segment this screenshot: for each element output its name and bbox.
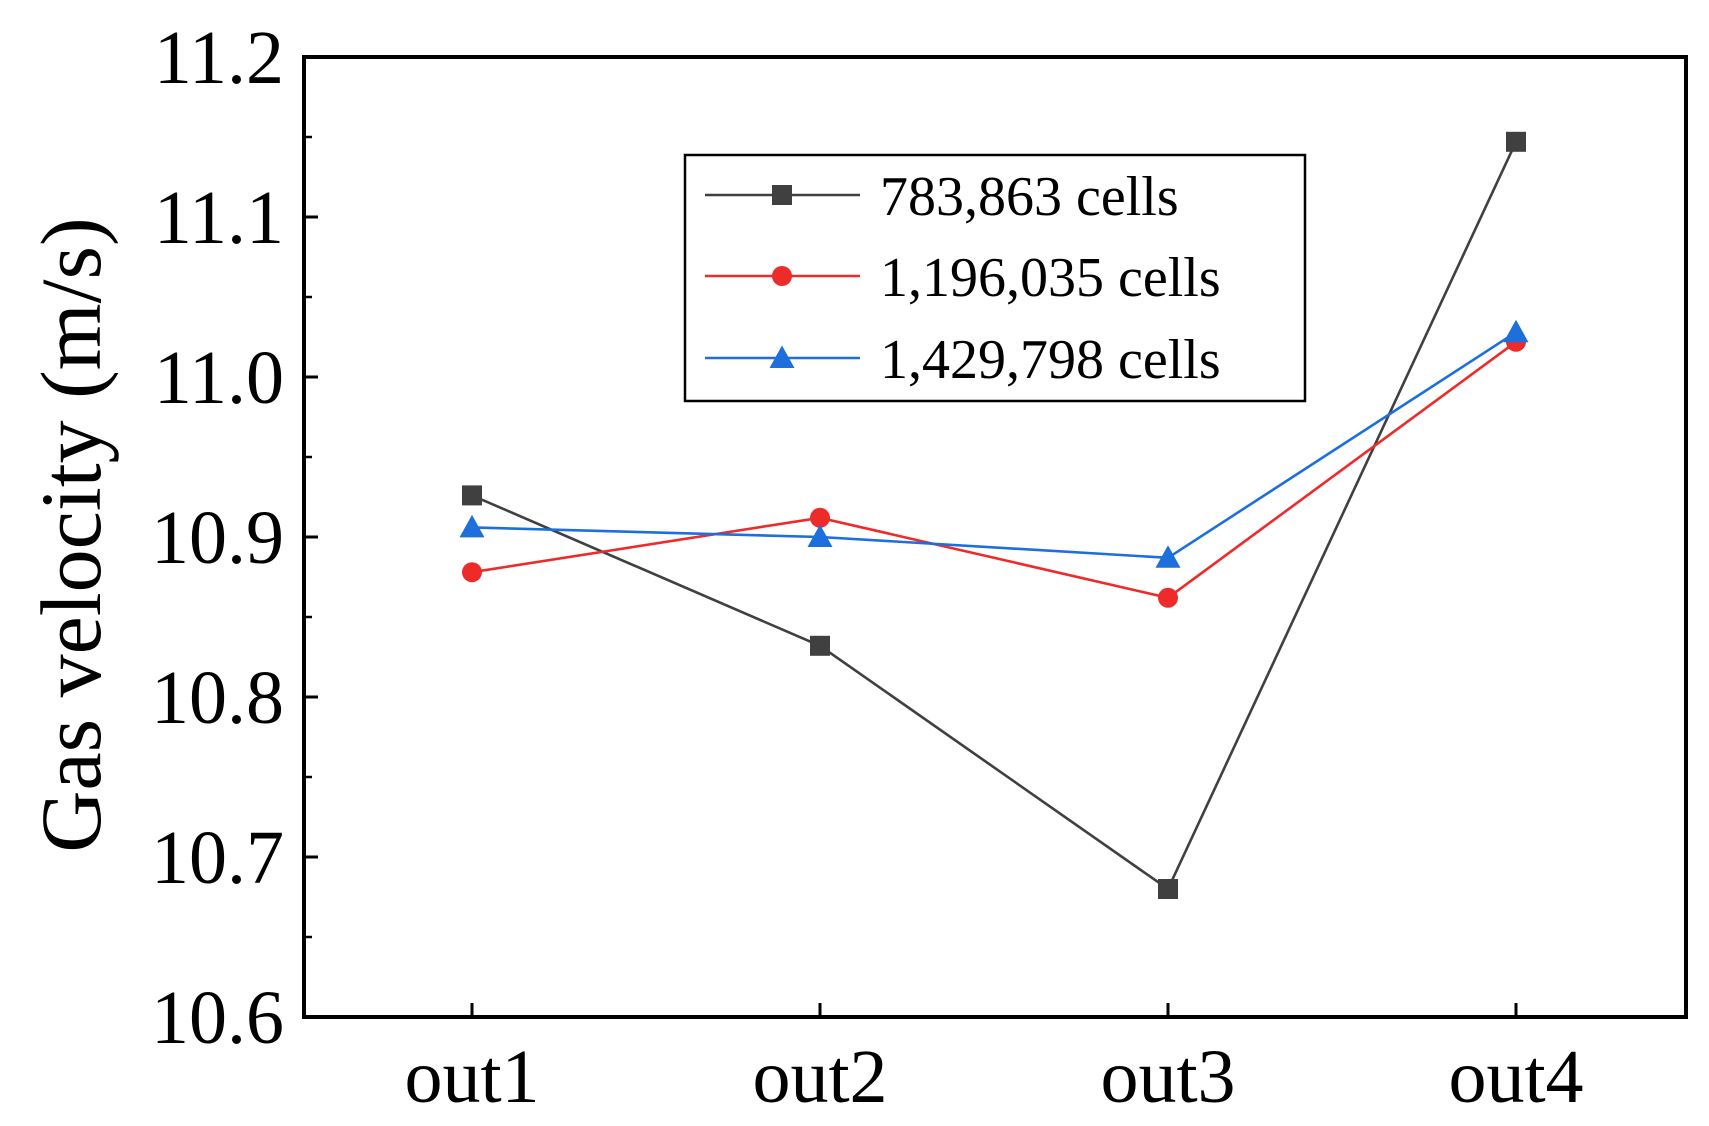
legend-marker xyxy=(772,185,792,205)
legend-marker xyxy=(772,266,792,286)
x-tick-label: out4 xyxy=(1448,1035,1583,1119)
data-point xyxy=(1158,879,1178,899)
y-axis-title: Gas velocity (m/s) xyxy=(23,217,119,852)
y-tick-label: 10.7 xyxy=(151,816,284,900)
x-tick-label: out3 xyxy=(1100,1035,1235,1119)
data-point xyxy=(1155,545,1181,568)
y-tick-label: 10.9 xyxy=(151,496,284,580)
data-point xyxy=(1506,131,1526,152)
legend-label: 1,196,035 cells xyxy=(880,247,1221,309)
data-point xyxy=(462,562,482,583)
legend: 783,863 cells 1,196,035 cells 1,429,798 ce… xyxy=(683,153,1307,403)
data-point xyxy=(810,507,830,528)
y-tick-label: 11.2 xyxy=(154,16,284,100)
legend-label: 1,429,798 cells xyxy=(880,329,1221,391)
series-line xyxy=(471,331,1517,560)
legend-marker xyxy=(769,345,795,368)
legend-label: 783,863 cells xyxy=(880,166,1179,228)
series-square xyxy=(462,131,1526,899)
x-tick-label: out1 xyxy=(404,1035,539,1119)
data-point xyxy=(1503,319,1529,343)
y-tick-label: 10.6 xyxy=(151,976,284,1060)
series-circle xyxy=(462,331,1526,608)
series-line xyxy=(471,340,1517,600)
plot-frame xyxy=(302,55,1688,1019)
series-triangle xyxy=(459,319,1529,568)
data-point xyxy=(810,635,830,656)
y-tick-label: 10.8 xyxy=(151,656,284,740)
data-point xyxy=(1158,587,1178,608)
data-point xyxy=(462,485,482,506)
x-tick-label: out2 xyxy=(752,1035,887,1119)
series-line xyxy=(471,141,1518,891)
data-point xyxy=(459,514,485,538)
y-tick-label: 11.0 xyxy=(154,336,284,420)
data-point xyxy=(807,524,833,547)
y-tick-label: 11.1 xyxy=(154,176,284,260)
